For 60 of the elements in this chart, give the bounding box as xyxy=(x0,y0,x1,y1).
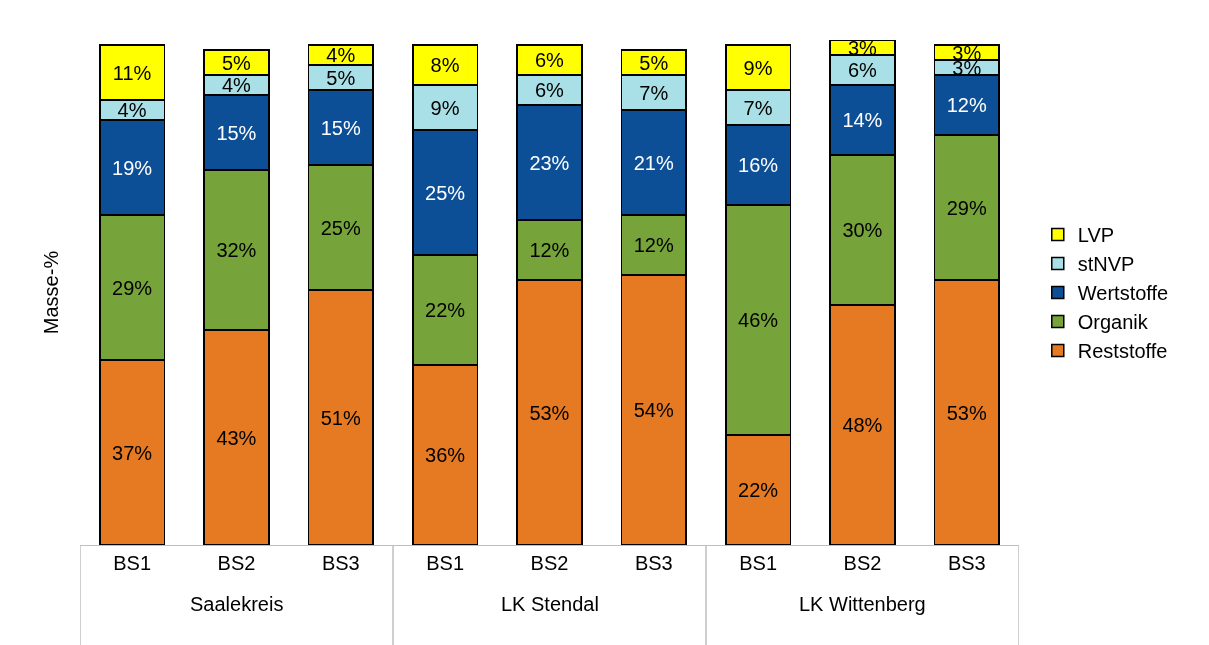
data-label: 53% xyxy=(946,401,987,424)
data-label: 12% xyxy=(946,94,987,116)
x-tick-label: BS3 xyxy=(321,552,360,574)
data-label: 4% xyxy=(117,99,147,121)
data-label: 5% xyxy=(326,66,356,89)
x-tick-label: BS2 xyxy=(530,552,569,574)
x-tick-label: BS3 xyxy=(634,552,673,574)
data-label: 7% xyxy=(639,81,669,104)
data-label: 21% xyxy=(633,151,674,174)
data-label: 9% xyxy=(743,56,773,79)
x-tick-label: BS2 xyxy=(843,552,882,574)
data-label: 43% xyxy=(216,426,257,449)
data-label: 7% xyxy=(743,96,773,119)
text: Saalekreis xyxy=(190,593,284,615)
text: LK Stendal xyxy=(501,593,599,615)
data-label: 4% xyxy=(221,74,252,96)
data-label: 37% xyxy=(112,441,153,464)
x-tick-label: BS3 xyxy=(947,552,986,574)
data-label: 46% xyxy=(738,309,779,331)
data-label: 14% xyxy=(842,109,883,131)
data-label: 51% xyxy=(320,406,361,429)
data-label: 32% xyxy=(216,239,257,261)
data-label: 6% xyxy=(534,49,565,71)
data-label: 25% xyxy=(320,216,361,239)
text: LK Wittenberg xyxy=(799,593,926,615)
data-label: 48% xyxy=(842,414,883,436)
legend-label: stNVP xyxy=(1077,253,1135,276)
data-label: 5% xyxy=(221,51,252,74)
data-label: 6% xyxy=(847,59,878,81)
data-label: 12% xyxy=(529,239,570,261)
x-tick-label: BS1 xyxy=(113,552,152,574)
data-label: 29% xyxy=(112,276,153,299)
legend-label: Reststoffe xyxy=(1077,340,1168,363)
data-label: 53% xyxy=(529,401,570,424)
data-label: 12% xyxy=(633,234,674,256)
data-label: 6% xyxy=(534,79,565,101)
data-label: 22% xyxy=(738,479,779,501)
data-label: 25% xyxy=(425,181,466,204)
data-label: 29% xyxy=(946,196,987,219)
x-tick-label: BS1 xyxy=(739,552,778,574)
data-label: 36% xyxy=(425,444,466,466)
data-label: 5% xyxy=(639,51,669,74)
data-label: 11% xyxy=(112,61,152,84)
data-label: 30% xyxy=(842,219,883,241)
legend-label: Organik xyxy=(1077,311,1149,334)
x-tick-label: BS1 xyxy=(426,552,465,574)
data-label: 8% xyxy=(430,54,460,76)
data-label: 9% xyxy=(430,96,460,119)
data-label: 16% xyxy=(738,154,779,176)
legend-label: LVP xyxy=(1077,224,1115,247)
data-label: 15% xyxy=(216,121,257,144)
data-label: 22% xyxy=(425,299,466,321)
data-label: 15% xyxy=(320,116,361,139)
x-tick-label: BS2 xyxy=(217,552,256,574)
legend-label: Wertstoffe xyxy=(1077,282,1169,305)
y-axis-title: Masse-% xyxy=(39,250,62,335)
data-label: 23% xyxy=(529,151,570,174)
data-label: 54% xyxy=(633,399,674,421)
data-label: 19% xyxy=(112,156,153,179)
data-label: 4% xyxy=(326,44,356,66)
